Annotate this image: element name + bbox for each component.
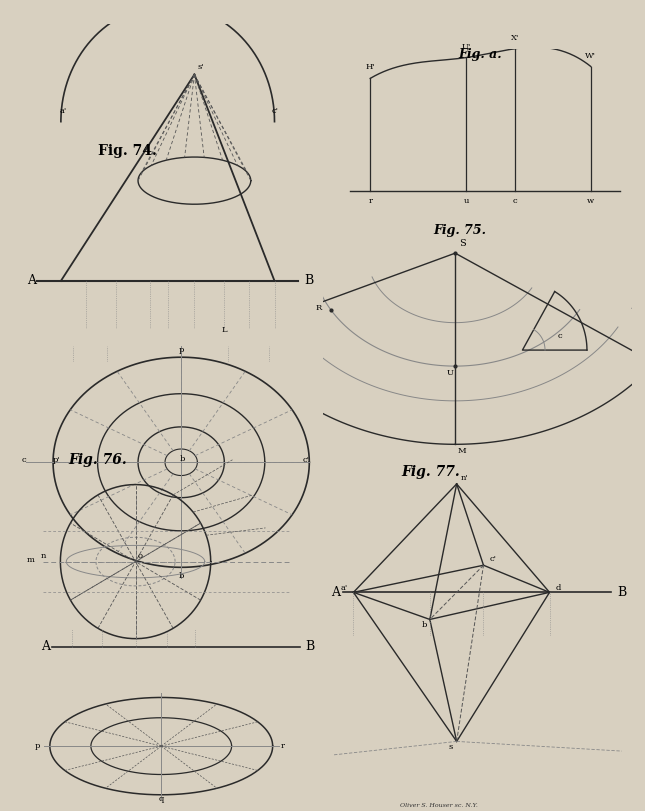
Text: Fig. 75.: Fig. 75. <box>433 224 486 237</box>
Text: b: b <box>180 455 185 463</box>
Text: d: d <box>556 585 561 592</box>
Text: A: A <box>41 640 50 654</box>
Text: n': n' <box>461 474 468 482</box>
Text: c: c <box>513 197 518 205</box>
Text: n: n <box>41 551 46 560</box>
Text: c': c' <box>303 457 310 464</box>
Text: c: c <box>22 457 26 464</box>
Text: m: m <box>26 556 35 564</box>
Text: o: o <box>137 551 143 560</box>
Text: a': a' <box>341 585 348 592</box>
Text: R: R <box>315 303 321 311</box>
Text: r: r <box>368 197 372 205</box>
Text: b: b <box>422 621 427 629</box>
Text: s': s' <box>197 62 204 71</box>
Text: c': c' <box>272 107 279 115</box>
Text: H': H' <box>365 63 375 71</box>
Text: A: A <box>27 274 35 287</box>
Text: Fig. a.: Fig. a. <box>459 48 502 61</box>
Text: B: B <box>304 274 313 287</box>
Text: c': c' <box>490 556 497 564</box>
Text: p: p <box>179 345 184 354</box>
Text: b: b <box>179 573 184 581</box>
Text: B: B <box>306 640 315 654</box>
Text: c: c <box>558 332 562 340</box>
Text: U': U' <box>461 43 471 50</box>
Text: Fig. 77.: Fig. 77. <box>401 466 460 479</box>
Text: B: B <box>618 586 627 599</box>
Text: Oliver S. Houser sc. N.Y.: Oliver S. Houser sc. N.Y. <box>400 803 478 808</box>
Text: M: M <box>457 447 466 455</box>
Text: a': a' <box>59 107 66 115</box>
Text: A: A <box>331 586 340 599</box>
Text: p: p <box>35 742 40 750</box>
Text: s: s <box>448 743 453 751</box>
Text: p': p' <box>53 457 61 464</box>
Text: Fig. 74.: Fig. 74. <box>98 144 157 158</box>
Text: X': X' <box>511 34 519 41</box>
Text: Fig. 76.: Fig. 76. <box>68 453 127 467</box>
Text: W': W' <box>585 52 597 59</box>
Text: L: L <box>221 326 227 334</box>
Text: u: u <box>463 197 469 205</box>
Text: w: w <box>587 197 595 205</box>
Text: q: q <box>159 796 164 803</box>
Text: U: U <box>446 369 453 377</box>
Text: r: r <box>281 742 285 750</box>
Text: S: S <box>460 239 466 248</box>
